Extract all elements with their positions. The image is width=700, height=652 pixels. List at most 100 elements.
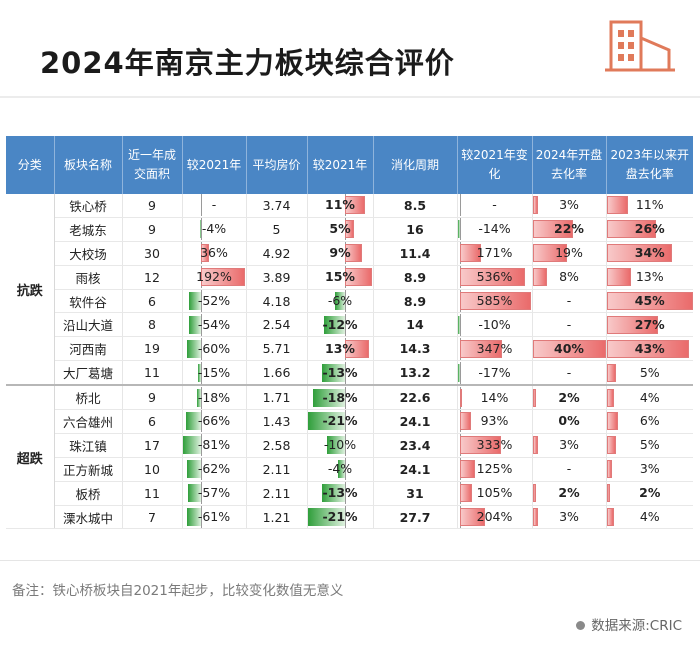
cell-name: 大厂葛塘 xyxy=(54,360,123,386)
cell-q2023: 3% xyxy=(606,457,693,482)
cell-value: 4% xyxy=(639,389,660,405)
cell-area-chg: - xyxy=(182,194,247,218)
cell-q2023: 43% xyxy=(606,336,693,362)
cell-area: 10 xyxy=(122,457,183,482)
cell-q2024: 19% xyxy=(532,241,607,266)
cell-value: -6% xyxy=(327,293,353,308)
data-bar xyxy=(182,436,202,455)
cell-value: 536% xyxy=(476,269,513,285)
data-bar xyxy=(459,244,481,263)
cell-value: -14% xyxy=(478,221,511,237)
cell-q2023: 45% xyxy=(606,289,693,314)
cell-area: 6 xyxy=(122,289,183,314)
cell-value: 4% xyxy=(639,509,660,525)
cell-cycle: 13.2 xyxy=(373,360,458,386)
cell-area-chg: -4% xyxy=(182,217,247,242)
cell-price: 5 xyxy=(246,217,308,242)
cell-value: 8% xyxy=(559,269,579,285)
data-bar xyxy=(307,508,346,527)
bar-axis xyxy=(201,506,203,529)
cell-price-chg: 9% xyxy=(307,241,374,266)
cell-price: 2.54 xyxy=(246,312,308,338)
cell-area-chg: -57% xyxy=(182,481,247,506)
cell-value: -81% xyxy=(197,437,231,453)
cell-price: 4.92 xyxy=(246,241,308,266)
cell-cycle: 8.9 xyxy=(373,265,458,290)
bar-axis xyxy=(459,313,461,336)
data-bar xyxy=(459,412,471,431)
cell-value: 2% xyxy=(639,485,661,501)
cell-value: 5% xyxy=(639,437,660,453)
data-bar xyxy=(606,484,611,503)
cell-area: 19 xyxy=(122,336,183,362)
data-bar xyxy=(321,363,346,382)
cell-name: 大校场 xyxy=(54,241,123,266)
cell-price-chg: -21% xyxy=(307,409,374,434)
bar-axis xyxy=(459,361,461,384)
data-bar xyxy=(532,196,538,215)
data-bar xyxy=(185,412,202,431)
cell-price: 1.66 xyxy=(246,360,308,386)
table-row: 大厂葛塘 11 -15% 1.66 -13% 13.2 -17% - 5% xyxy=(6,360,693,386)
data-bar xyxy=(186,460,202,479)
data-bar xyxy=(458,315,460,334)
cell-price-chg: 15% xyxy=(307,265,374,290)
cell-q2024: 22% xyxy=(532,217,607,242)
data-bar xyxy=(334,292,346,310)
bar-axis xyxy=(459,194,461,217)
table-row: 软件谷 6 -52% 4.18 -6% 8.9 585% - 45% xyxy=(6,289,693,314)
cell-value: 93% xyxy=(480,413,509,429)
header-cell: 较2021年 xyxy=(307,136,374,194)
cell-value: 333% xyxy=(476,437,513,453)
data-bar xyxy=(532,436,538,455)
bar-axis xyxy=(345,361,347,384)
table-row: 板桥 11 -57% 2.11 -13% 31 105% 2% 2% xyxy=(6,481,693,506)
data-bar xyxy=(188,315,202,334)
cell-cycle-chg: 204% xyxy=(457,505,533,530)
cell-price-chg: -6% xyxy=(307,289,374,314)
header-cell: 平均房价 xyxy=(246,136,308,194)
cell-q2024: 0% xyxy=(532,409,607,434)
cell-cycle: 24.1 xyxy=(373,457,458,482)
cell-area: 12 xyxy=(122,265,183,290)
source-label: 数据来源:CRIC xyxy=(591,618,682,634)
cell-q2023: 11% xyxy=(606,194,693,218)
bar-axis xyxy=(201,313,203,336)
cell-q2023: 26% xyxy=(606,217,693,242)
group-label: 抗跌 xyxy=(6,194,55,386)
bar-axis xyxy=(345,386,347,409)
cell-value: 6% xyxy=(639,413,660,429)
cell-cycle: 24.1 xyxy=(373,409,458,434)
data-bar xyxy=(606,220,657,239)
data-bar xyxy=(307,412,346,431)
cell-cycle-chg: 333% xyxy=(457,433,533,458)
cell-value: 13% xyxy=(325,340,355,356)
header-cell: 2024年开盘去化率 xyxy=(532,136,607,194)
cell-value: -61% xyxy=(197,509,231,525)
cell-value: -10% xyxy=(323,437,357,453)
cell-value: 3% xyxy=(559,437,579,453)
cell-q2024: 8% xyxy=(532,265,607,290)
cell-area: 8 xyxy=(122,312,183,338)
cell-value: - xyxy=(566,364,572,380)
data-bar xyxy=(187,339,202,358)
cell-cycle-chg: 105% xyxy=(457,481,533,506)
cell-area-chg: -60% xyxy=(182,336,247,362)
cell-name: 正方新城 xyxy=(54,457,123,482)
data-bar xyxy=(459,292,532,310)
cell-q2024: - xyxy=(532,312,607,338)
cell-value: 0% xyxy=(558,413,580,429)
cell-q2024: 3% xyxy=(532,194,607,218)
table-row: 超跌 桥北 9 -18% 1.71 -18% 22.6 14% 2% 4% xyxy=(6,384,693,530)
cell-value: -54% xyxy=(197,316,231,332)
cell-cycle: 11.4 xyxy=(373,241,458,266)
evaluation-table: 分类 板块名称 近一年成交面积 较2021年 平均房价 较2021年 消化周期 … xyxy=(6,136,693,530)
cell-price-chg: -12% xyxy=(307,312,374,338)
cell-area: 6 xyxy=(122,409,183,434)
cell-value: 585% xyxy=(476,293,513,308)
cell-value: 11% xyxy=(325,197,355,213)
cell-cycle: 8.5 xyxy=(373,194,458,218)
cell-value: - xyxy=(566,316,572,332)
bar-axis xyxy=(459,218,461,241)
header-cell: 近一年成交面积 xyxy=(122,136,183,194)
